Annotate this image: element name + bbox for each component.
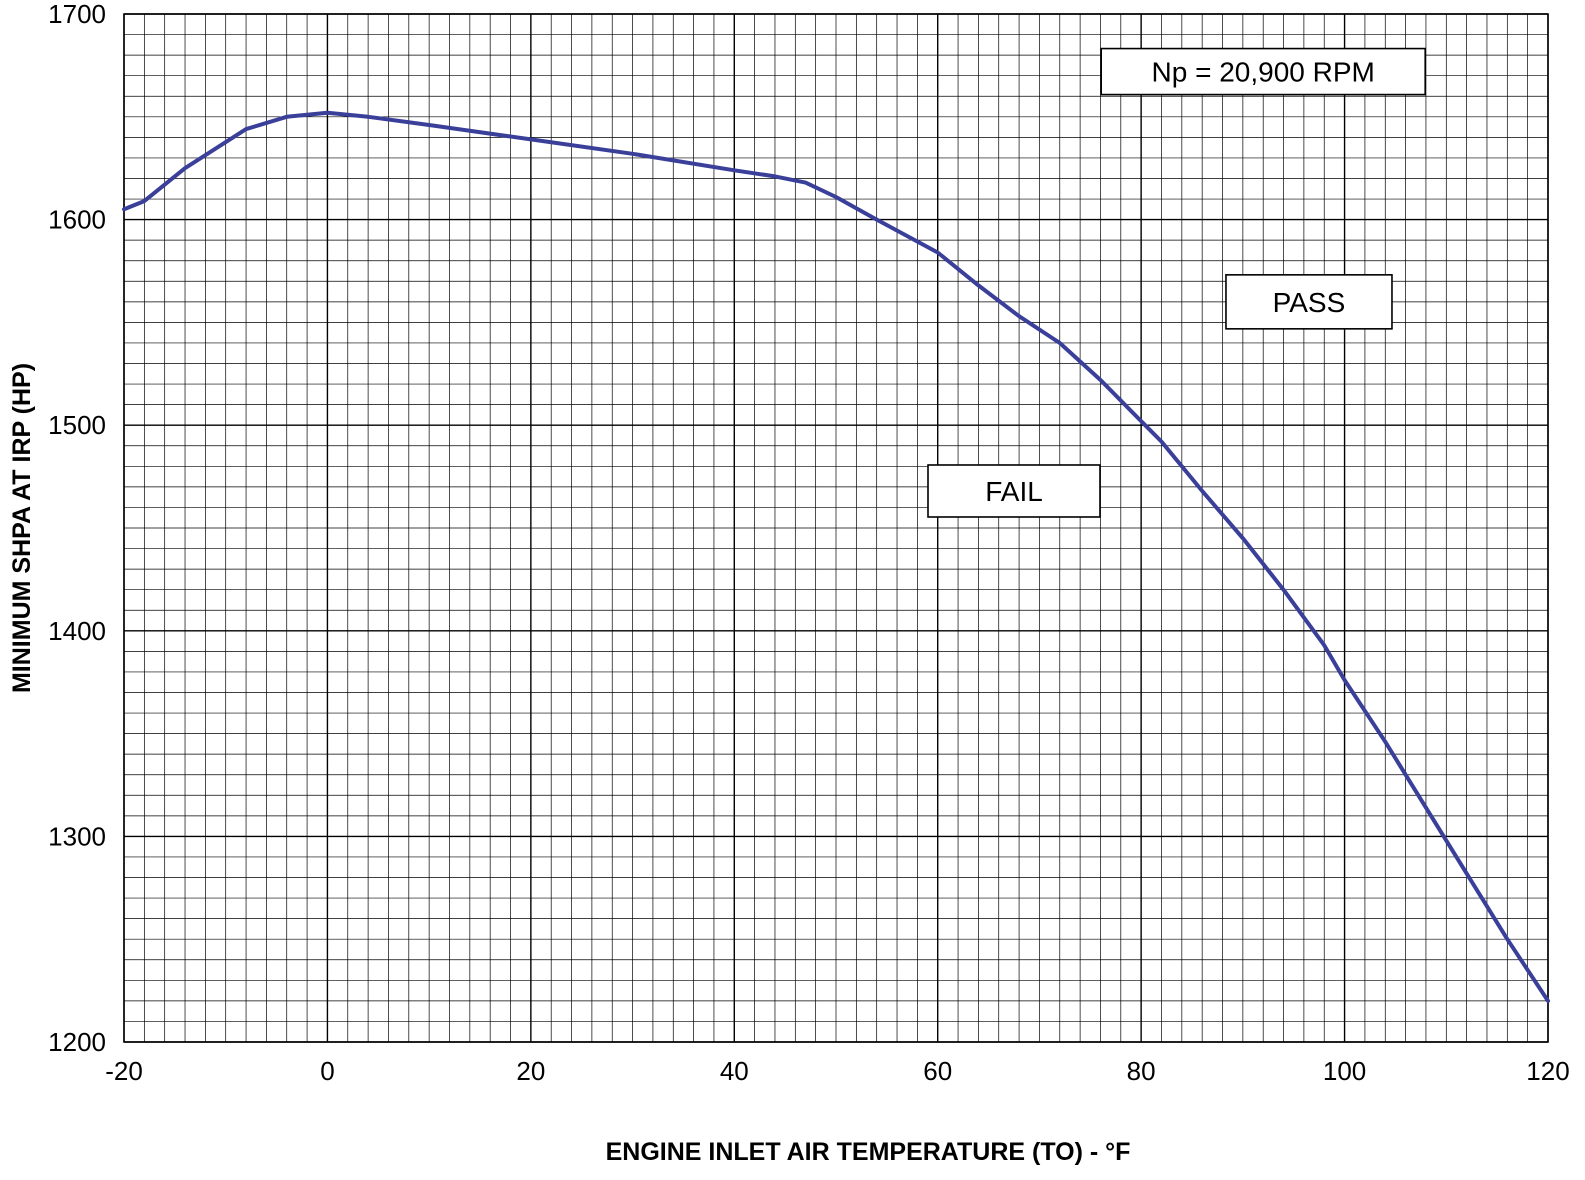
x-tick-label: 60 bbox=[923, 1056, 952, 1086]
x-tick-label: 120 bbox=[1526, 1056, 1569, 1086]
x-tick-labels: -20 0 20 40 60 80 100 120 bbox=[105, 1056, 1569, 1086]
series-layer bbox=[122, 110, 1550, 1003]
x-tick-label: 0 bbox=[320, 1056, 334, 1086]
y-tick-labels: 1200 1300 1400 1500 1600 1700 bbox=[48, 0, 106, 1057]
y-tick-label: 1700 bbox=[48, 0, 106, 29]
x-tick-label: 40 bbox=[720, 1056, 749, 1086]
y-axis-title: MINIMUM SHPA AT IRP (HP) bbox=[8, 363, 36, 693]
y-tick-label: 1300 bbox=[48, 821, 106, 851]
annotation-box: Np = 20,900 RPM bbox=[1100, 47, 1426, 96]
x-tick-label: 20 bbox=[516, 1056, 545, 1086]
annotation-frame bbox=[1225, 274, 1393, 330]
annotation-frame bbox=[1100, 47, 1426, 96]
annotation-frame bbox=[927, 464, 1101, 518]
x-tick-label: -20 bbox=[105, 1056, 143, 1086]
y-tick-label: 1500 bbox=[48, 410, 106, 440]
plot-frame bbox=[123, 13, 1549, 1043]
x-tick-label: 100 bbox=[1323, 1056, 1366, 1086]
y-tick-label: 1600 bbox=[48, 205, 106, 235]
x-axis-title: ENGINE INLET AIR TEMPERATURE (TO) - °F bbox=[606, 1138, 1131, 1166]
y-tick-label: 1400 bbox=[48, 616, 106, 646]
grid-minor bbox=[124, 14, 1548, 1042]
annotation-label: FAIL bbox=[985, 476, 1043, 507]
shpa-curve bbox=[122, 110, 1550, 1003]
annotation-box: PASS bbox=[1225, 274, 1393, 330]
x-tick-label: 80 bbox=[1127, 1056, 1156, 1086]
annotation-label: PASS bbox=[1273, 287, 1346, 318]
annotation-label: Np = 20,900 RPM bbox=[1152, 57, 1375, 88]
annotation-layer: Np = 20,900 RPM PASS FAIL bbox=[927, 47, 1426, 518]
annotation-box: FAIL bbox=[927, 464, 1101, 518]
y-tick-label: 1200 bbox=[48, 1027, 106, 1057]
